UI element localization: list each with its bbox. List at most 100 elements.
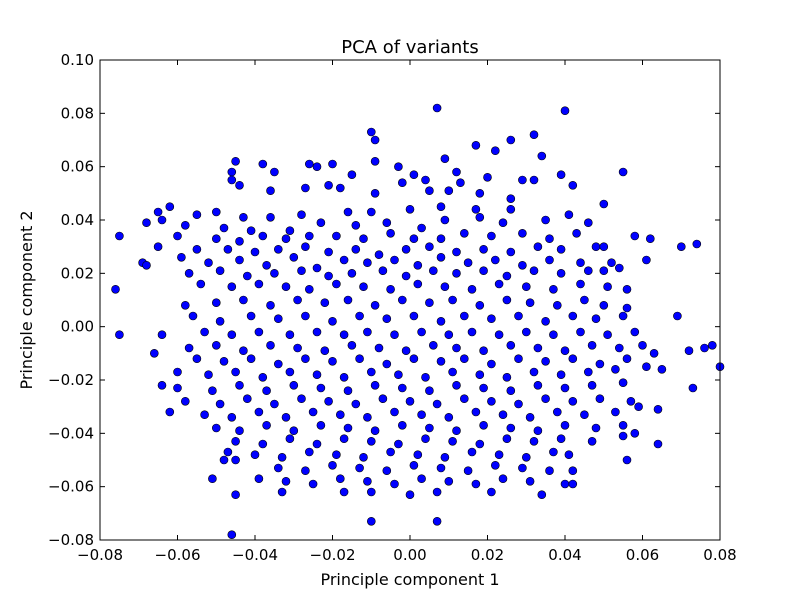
data-point — [297, 210, 306, 219]
y-tick-label: 0.02 — [61, 264, 94, 282]
data-point — [347, 268, 357, 278]
data-point — [642, 362, 651, 372]
data-point — [498, 410, 508, 420]
data-point — [212, 340, 221, 350]
data-point — [463, 466, 473, 476]
data-point — [370, 135, 380, 145]
data-point — [328, 460, 337, 470]
data-point — [475, 300, 485, 310]
data-point — [599, 300, 609, 310]
data-point — [440, 452, 450, 462]
data-point — [115, 330, 124, 340]
data-point — [471, 141, 481, 150]
data-point — [254, 474, 264, 484]
data-point — [541, 394, 550, 404]
data-point — [339, 487, 349, 497]
data-point — [502, 434, 512, 444]
data-point — [657, 364, 667, 374]
data-point — [444, 330, 454, 340]
data-point — [545, 234, 554, 243]
data-point — [281, 234, 291, 243]
data-point — [312, 162, 322, 171]
data-point — [583, 367, 593, 377]
data-point — [564, 210, 574, 219]
data-point — [560, 420, 570, 430]
data-point — [285, 226, 295, 235]
data-point — [545, 466, 554, 476]
data-point — [518, 463, 527, 473]
data-point — [258, 159, 268, 169]
data-point — [366, 367, 376, 377]
data-point — [436, 202, 446, 211]
data-point — [421, 372, 430, 382]
data-point — [254, 279, 264, 289]
data-point — [246, 226, 256, 235]
data-point — [235, 181, 244, 190]
data-point — [297, 394, 306, 404]
data-point — [494, 450, 504, 460]
data-point — [642, 255, 651, 265]
data-point — [285, 434, 295, 444]
data-point — [653, 439, 663, 449]
data-point — [580, 295, 589, 305]
data-point — [425, 242, 434, 251]
data-point — [250, 450, 260, 460]
data-point — [467, 327, 477, 337]
data-point — [479, 346, 488, 356]
data-point — [192, 354, 202, 364]
axis-ticks: −0.08 −0.06 −0.04 −0.02 0.00 0.02 0.04 0.06 0.08… — [48, 51, 737, 564]
data-point — [293, 343, 302, 353]
y-tick-label: −0.06 — [48, 478, 94, 496]
data-point — [603, 330, 612, 340]
data-point — [153, 242, 163, 251]
data-point — [436, 463, 446, 473]
y-tick-label: −0.08 — [48, 531, 94, 549]
data-point — [215, 399, 225, 409]
data-point — [611, 364, 620, 374]
data-point — [227, 412, 237, 422]
data-point — [339, 434, 349, 444]
data-point — [611, 407, 620, 417]
data-point — [459, 311, 469, 321]
data-point — [339, 372, 349, 382]
data-point — [564, 450, 574, 460]
data-point — [270, 167, 279, 177]
data-point — [444, 476, 454, 486]
data-point — [208, 386, 217, 396]
data-point — [239, 295, 248, 305]
data-point — [452, 380, 461, 390]
data-point — [394, 162, 403, 171]
data-point — [200, 327, 209, 337]
data-point — [425, 298, 434, 308]
data-point — [212, 298, 221, 308]
data-point — [347, 170, 357, 179]
data-point — [506, 340, 516, 350]
data-point — [270, 399, 279, 409]
y-tick-label: −0.04 — [48, 424, 94, 442]
data-point — [556, 434, 566, 444]
data-point — [366, 436, 376, 446]
data-point — [634, 402, 643, 412]
data-point — [320, 298, 330, 308]
data-point — [556, 370, 566, 380]
data-point — [475, 370, 485, 380]
data-point — [533, 343, 543, 353]
data-point — [332, 231, 341, 241]
data-point — [444, 186, 454, 195]
data-point — [568, 311, 578, 321]
data-point — [335, 410, 345, 420]
data-point — [618, 431, 628, 441]
data-point — [428, 340, 438, 350]
data-point — [316, 420, 326, 430]
data-point — [463, 258, 473, 268]
data-point — [281, 282, 291, 292]
data-point — [459, 394, 469, 404]
data-point — [335, 474, 345, 484]
x-tick-label: −0.02 — [310, 546, 356, 564]
data-point — [467, 447, 477, 457]
data-point — [157, 215, 167, 225]
data-point — [425, 186, 434, 195]
data-point — [366, 487, 376, 497]
data-point — [351, 399, 361, 409]
data-point — [471, 479, 481, 489]
